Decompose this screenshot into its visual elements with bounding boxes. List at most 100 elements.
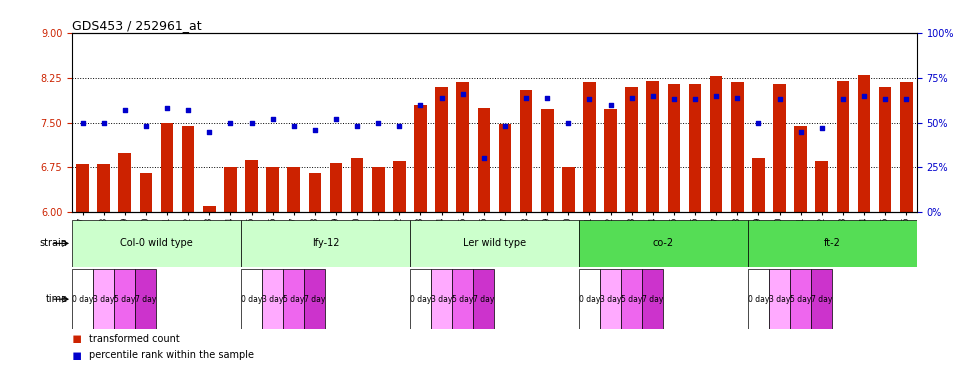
Bar: [621, 269, 642, 329]
Point: [180, 107, 196, 113]
Bar: [393, 161, 406, 212]
Bar: [93, 269, 114, 329]
Text: 7 day: 7 day: [135, 295, 156, 304]
Point: [265, 116, 280, 122]
Point: [497, 123, 513, 129]
Point: [392, 123, 407, 129]
Point: [540, 94, 555, 100]
Text: 0 day: 0 day: [241, 295, 262, 304]
Bar: [769, 269, 790, 329]
Bar: [410, 269, 431, 329]
Point: [223, 120, 238, 126]
Bar: [583, 82, 596, 212]
Point: [476, 156, 492, 161]
Point: [138, 123, 154, 129]
Text: 5 day: 5 day: [283, 295, 304, 304]
Text: 7 day: 7 day: [304, 295, 325, 304]
Text: lfy-12: lfy-12: [312, 238, 339, 249]
Point: [455, 91, 470, 97]
Bar: [811, 269, 832, 329]
Point: [96, 120, 111, 126]
Point: [814, 125, 829, 131]
Point: [307, 127, 323, 133]
Bar: [600, 269, 621, 329]
Bar: [97, 164, 110, 212]
Text: Col-0 wild type: Col-0 wild type: [120, 238, 193, 249]
Text: transformed count: transformed count: [89, 333, 180, 344]
Bar: [114, 269, 135, 329]
Point: [328, 116, 344, 122]
Bar: [815, 161, 828, 212]
Point: [666, 96, 682, 102]
Point: [751, 120, 766, 126]
Point: [772, 96, 787, 102]
Point: [899, 96, 914, 102]
Point: [624, 94, 639, 100]
Bar: [329, 163, 343, 212]
Bar: [604, 109, 617, 212]
Bar: [304, 269, 325, 329]
Bar: [72, 269, 93, 329]
Bar: [241, 220, 410, 267]
Bar: [836, 81, 850, 212]
Text: 0 day: 0 day: [748, 295, 769, 304]
Text: 3 day: 3 day: [769, 295, 790, 304]
Text: 0 day: 0 day: [410, 295, 431, 304]
Bar: [498, 124, 512, 212]
Point: [708, 93, 724, 99]
Point: [75, 120, 90, 126]
Text: 7 day: 7 day: [642, 295, 663, 304]
Point: [730, 94, 745, 100]
Point: [582, 96, 597, 102]
Point: [561, 120, 576, 126]
Point: [434, 94, 449, 100]
Text: 7 day: 7 day: [473, 295, 494, 304]
Text: ▪: ▪: [72, 331, 83, 346]
Bar: [181, 126, 195, 212]
Bar: [414, 105, 427, 212]
Bar: [625, 87, 638, 212]
Bar: [731, 82, 744, 212]
Text: 0 day: 0 day: [579, 295, 600, 304]
Bar: [139, 173, 153, 212]
Bar: [435, 87, 448, 212]
Bar: [262, 269, 283, 329]
Bar: [562, 168, 575, 212]
Text: strain: strain: [39, 238, 68, 249]
Bar: [72, 220, 241, 267]
Text: 3 day: 3 day: [262, 295, 283, 304]
Bar: [540, 109, 554, 212]
Point: [856, 93, 872, 99]
Bar: [160, 123, 174, 212]
Bar: [76, 164, 89, 212]
Text: 5 day: 5 day: [114, 295, 135, 304]
Bar: [350, 158, 364, 212]
Bar: [794, 126, 807, 212]
Bar: [773, 84, 786, 212]
Point: [518, 94, 534, 100]
Text: ft-2: ft-2: [824, 238, 841, 249]
Bar: [456, 82, 469, 212]
Bar: [372, 168, 385, 212]
Bar: [900, 82, 913, 212]
Text: 3 day: 3 day: [431, 295, 452, 304]
Bar: [748, 269, 769, 329]
Bar: [245, 160, 258, 212]
Bar: [308, 173, 322, 212]
Point: [202, 129, 217, 135]
Bar: [878, 87, 892, 212]
Bar: [283, 269, 304, 329]
Bar: [287, 168, 300, 212]
Bar: [410, 220, 579, 267]
Text: ▪: ▪: [72, 348, 83, 362]
Point: [835, 96, 851, 102]
Bar: [224, 168, 237, 212]
Text: percentile rank within the sample: percentile rank within the sample: [89, 350, 254, 360]
Bar: [752, 158, 765, 212]
Bar: [579, 269, 600, 329]
Text: 0 day: 0 day: [72, 295, 93, 304]
Bar: [477, 108, 491, 212]
Bar: [646, 81, 660, 212]
Text: 5 day: 5 day: [452, 295, 473, 304]
Point: [413, 102, 428, 108]
